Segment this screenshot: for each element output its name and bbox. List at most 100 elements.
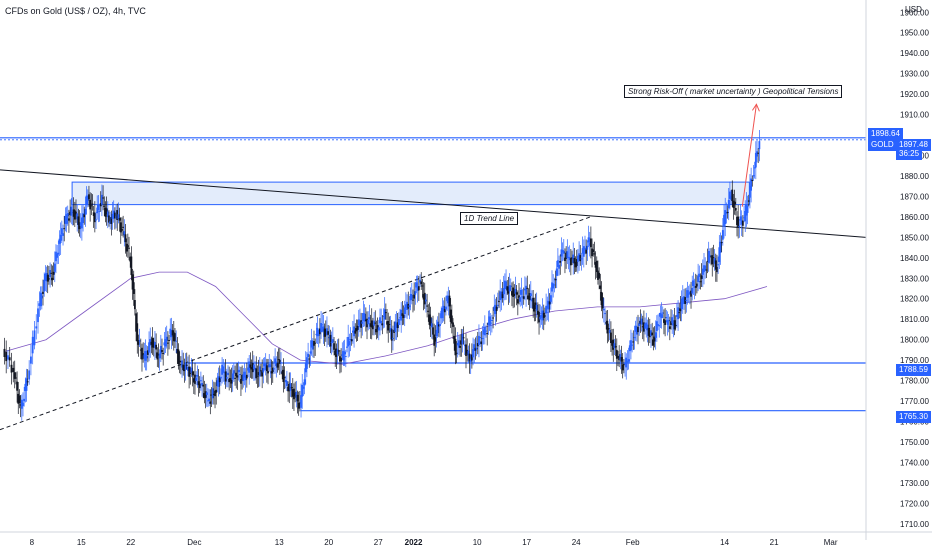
candle-body: [196, 374, 199, 377]
candle-body: [139, 349, 142, 351]
candle-body: [354, 330, 357, 334]
candle-body: [8, 357, 11, 361]
candle-body: [456, 342, 459, 346]
candle-body: [331, 339, 334, 343]
candle-body: [552, 283, 555, 289]
candles-layer: [3, 129, 761, 421]
candle-body: [249, 364, 252, 368]
candle-body: [615, 349, 618, 359]
candle-body: [221, 364, 223, 375]
candle-body: [584, 247, 586, 250]
candle-body: [323, 328, 326, 337]
candle-body: [218, 377, 221, 383]
candle-body: [328, 337, 331, 339]
candle-body: [661, 312, 664, 314]
candle-body: [473, 344, 476, 352]
candle-body: [548, 301, 551, 305]
candle-body: [5, 352, 8, 362]
candle-body: [528, 293, 531, 301]
candle-body: [45, 273, 48, 282]
candle-body: [453, 335, 456, 344]
candle-body: [210, 394, 213, 396]
candle-body: [214, 390, 216, 397]
candle-body: [630, 340, 632, 351]
candle-body: [659, 312, 662, 317]
candle-body: [606, 320, 609, 334]
candle-body: [215, 389, 218, 393]
candle-body: [440, 310, 443, 319]
candle-body: [701, 268, 704, 275]
candle-body: [265, 365, 268, 372]
candle-body: [427, 310, 430, 312]
candle-body: [212, 393, 215, 395]
candle-body: [462, 337, 465, 339]
candle-body: [539, 316, 542, 320]
support-level-1-label: 1788.59: [896, 364, 931, 376]
candle-body: [254, 367, 256, 371]
candle-body: [327, 331, 330, 335]
candle-body: [476, 343, 479, 347]
candle-body: [647, 327, 650, 336]
candle-body: [56, 253, 59, 258]
candle-body: [503, 280, 506, 289]
price-tick-label: 1800.00: [900, 336, 929, 345]
candle-body: [435, 329, 438, 337]
candle-body: [208, 398, 211, 402]
candle-body: [483, 326, 486, 336]
candle-body: [580, 258, 583, 260]
candle-body: [130, 256, 133, 276]
candle-body: [379, 317, 381, 324]
candle-body: [38, 303, 41, 306]
candle-body: [651, 332, 654, 336]
candle-body: [608, 330, 611, 334]
candle-body: [16, 381, 18, 391]
candle-body: [599, 285, 602, 289]
candle-body: [565, 252, 568, 259]
candle-body: [713, 258, 716, 264]
candle-body: [397, 318, 400, 325]
candle-body: [3, 348, 6, 357]
candle-body: [250, 367, 253, 370]
candle-body: [734, 207, 737, 211]
candle-body: [318, 328, 321, 335]
candle-body: [260, 370, 262, 372]
candle-body: [344, 355, 347, 357]
candle-body: [463, 344, 466, 347]
candle-body: [247, 367, 249, 371]
time-axis[interactable]: 8 15 22 Dec 13 20 27 2022 10 17 24 Feb 14 21 Mar: [0, 531, 932, 547]
candle-body: [104, 207, 107, 217]
candle-body: [64, 215, 67, 224]
candle-body: [432, 327, 434, 335]
candle-body: [24, 383, 27, 391]
candle-body: [179, 361, 182, 363]
candle-body: [143, 354, 146, 359]
candle-body: [674, 324, 677, 326]
candle-body: [406, 301, 408, 310]
candle-body: [536, 310, 539, 315]
currency-label: USD: [905, 5, 922, 14]
candle-body: [275, 361, 278, 367]
candle-body: [529, 293, 532, 296]
candle-body: [619, 354, 622, 361]
candle-body: [736, 216, 738, 226]
candle-body: [699, 281, 702, 283]
candle-body: [69, 211, 72, 216]
candle-body: [613, 343, 616, 349]
candle-body: [655, 321, 658, 332]
candle-body: [526, 287, 529, 289]
price-axis[interactable]: 1960.00 1950.00 1940.00 1930.00 1920.00 1910.…: [865, 0, 929, 540]
price-tick-label: 1820.00: [900, 295, 929, 304]
candle-body: [500, 294, 503, 300]
candle-body: [707, 251, 710, 263]
candle-body: [459, 345, 461, 348]
candle-body: [59, 234, 62, 244]
candle-body: [381, 323, 384, 326]
candle-body: [181, 360, 183, 368]
candle-body: [533, 304, 536, 312]
candle-body: [112, 210, 115, 219]
candle-body: [515, 292, 518, 295]
candle-body: [671, 317, 674, 324]
candle-body: [425, 299, 427, 302]
candle-body: [648, 330, 651, 338]
